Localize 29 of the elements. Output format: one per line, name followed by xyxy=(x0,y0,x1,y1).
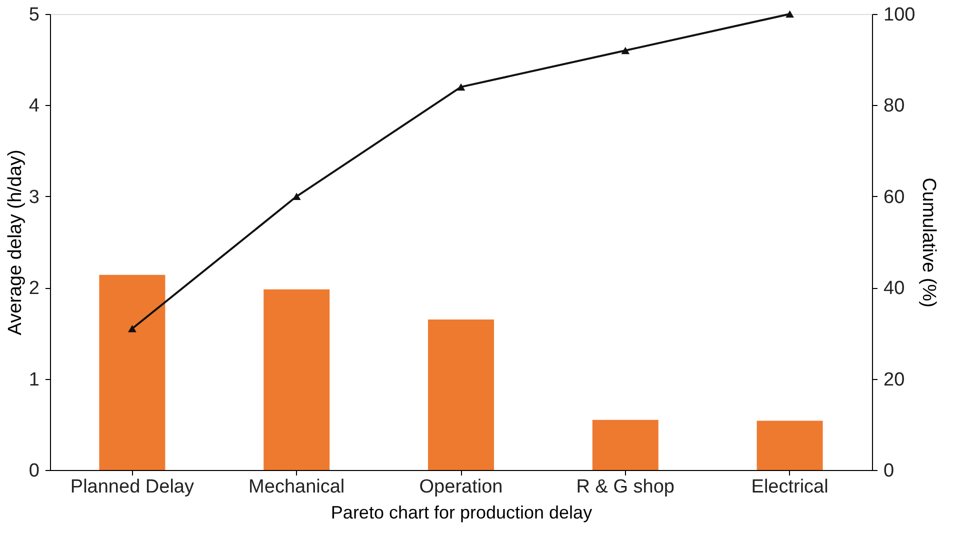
x-tick-label: Mechanical xyxy=(248,476,345,498)
y-tick-label: 5 xyxy=(28,4,40,26)
bar xyxy=(428,320,494,470)
x-tick-label: R & G shop xyxy=(576,476,675,498)
y2-tick-label: 20 xyxy=(884,369,905,390)
y2-tick-label: 40 xyxy=(884,278,905,300)
point xyxy=(786,10,794,18)
y2-axis-title: Cumulative (%) xyxy=(918,178,940,308)
point xyxy=(128,325,136,332)
x-tick-label: Electrical xyxy=(751,476,828,498)
y2-tick-label: 60 xyxy=(884,186,905,208)
x-tick-label: Planned Delay xyxy=(70,476,194,498)
x-tick-label: Operation xyxy=(419,476,503,498)
bar xyxy=(99,274,166,470)
y-tick-label: 0 xyxy=(28,460,40,482)
x-axis-title: Pareto chart for production delay xyxy=(330,502,592,522)
point xyxy=(621,46,630,54)
y-tick-label: 2 xyxy=(28,278,40,300)
y2-tick-label: 80 xyxy=(884,96,905,117)
bar xyxy=(592,420,658,470)
y2-tick-label: 0 xyxy=(884,460,894,482)
y-axis-title: Average delay (h/day) xyxy=(4,150,26,336)
y-tick-label: 4 xyxy=(28,96,40,117)
bar xyxy=(264,289,330,470)
bar xyxy=(756,420,823,470)
point xyxy=(456,83,466,91)
y-tick-label: 1 xyxy=(28,369,40,390)
y-tick-label: 3 xyxy=(28,186,40,208)
y2-tick-label: 100 xyxy=(884,4,916,26)
